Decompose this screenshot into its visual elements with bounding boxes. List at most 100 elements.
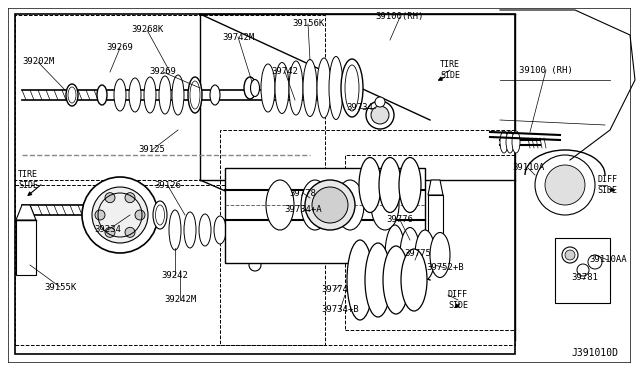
Ellipse shape	[199, 214, 211, 246]
Ellipse shape	[371, 180, 399, 230]
Ellipse shape	[153, 201, 167, 229]
Ellipse shape	[156, 205, 164, 225]
Ellipse shape	[114, 79, 126, 111]
Circle shape	[535, 155, 595, 215]
Ellipse shape	[144, 77, 156, 113]
Ellipse shape	[129, 78, 141, 112]
Text: 39269: 39269	[107, 44, 133, 52]
Ellipse shape	[97, 85, 107, 105]
Text: TIRE
SIDE: TIRE SIDE	[440, 60, 460, 80]
Ellipse shape	[275, 62, 289, 113]
Text: 39110A: 39110A	[512, 164, 544, 173]
Ellipse shape	[303, 60, 317, 116]
Polygon shape	[16, 205, 36, 220]
Ellipse shape	[336, 180, 364, 230]
Ellipse shape	[66, 84, 78, 106]
Circle shape	[240, 243, 250, 253]
Ellipse shape	[506, 131, 514, 153]
Text: 39775: 39775	[404, 248, 431, 257]
Circle shape	[371, 106, 389, 124]
Bar	[15, 180, 325, 345]
Ellipse shape	[400, 228, 420, 282]
Ellipse shape	[385, 225, 405, 285]
Ellipse shape	[379, 157, 401, 212]
Circle shape	[105, 193, 115, 203]
Polygon shape	[428, 180, 443, 195]
Circle shape	[312, 187, 348, 223]
Circle shape	[135, 210, 145, 220]
Ellipse shape	[512, 131, 520, 153]
Ellipse shape	[430, 232, 450, 278]
Text: 39778: 39778	[289, 189, 316, 198]
Circle shape	[125, 227, 135, 237]
Ellipse shape	[169, 210, 181, 250]
Ellipse shape	[341, 59, 363, 117]
Text: 39268K: 39268K	[131, 26, 163, 35]
Text: 39155K: 39155K	[44, 282, 76, 292]
Bar	[15, 15, 325, 185]
Bar	[16, 220, 36, 275]
Ellipse shape	[399, 157, 421, 212]
Bar	[225, 168, 425, 263]
Ellipse shape	[329, 57, 343, 119]
Ellipse shape	[244, 77, 256, 99]
Ellipse shape	[214, 216, 226, 244]
Circle shape	[125, 193, 135, 203]
Text: 39126: 39126	[155, 182, 181, 190]
Ellipse shape	[345, 65, 359, 111]
Ellipse shape	[347, 240, 373, 320]
Text: 39781: 39781	[572, 273, 598, 282]
Text: 39752+B: 39752+B	[426, 263, 464, 273]
Text: 39742M: 39742M	[222, 32, 254, 42]
Circle shape	[105, 227, 115, 237]
Ellipse shape	[172, 75, 184, 115]
Text: 39125: 39125	[139, 145, 165, 154]
Bar	[555, 238, 610, 303]
Text: DIFF
SIDE: DIFF SIDE	[597, 175, 617, 195]
Ellipse shape	[210, 85, 220, 105]
Circle shape	[562, 247, 578, 263]
Circle shape	[249, 259, 261, 271]
Ellipse shape	[184, 212, 196, 248]
Ellipse shape	[261, 64, 275, 112]
Text: 39156K: 39156K	[292, 19, 324, 29]
Text: 39774: 39774	[321, 285, 348, 295]
Text: DIFF
SIDE: DIFF SIDE	[448, 290, 468, 310]
Ellipse shape	[359, 157, 381, 212]
Circle shape	[82, 177, 158, 253]
Ellipse shape	[190, 81, 200, 109]
Ellipse shape	[188, 77, 202, 113]
Circle shape	[237, 240, 253, 256]
Circle shape	[305, 180, 355, 230]
Circle shape	[366, 101, 394, 129]
Circle shape	[577, 264, 589, 276]
Text: 39734: 39734	[347, 103, 373, 112]
Text: 39242M: 39242M	[164, 295, 196, 305]
Bar	[15, 14, 515, 354]
Ellipse shape	[68, 87, 76, 103]
Ellipse shape	[401, 249, 427, 311]
Text: 39734+B: 39734+B	[321, 305, 359, 314]
Bar	[428, 195, 443, 247]
Ellipse shape	[365, 243, 391, 317]
Circle shape	[565, 250, 575, 260]
Text: 39242: 39242	[161, 270, 188, 279]
Ellipse shape	[301, 180, 329, 230]
Ellipse shape	[250, 80, 259, 96]
Ellipse shape	[266, 180, 294, 230]
Ellipse shape	[317, 58, 331, 118]
Ellipse shape	[383, 246, 409, 314]
Text: 39734+A: 39734+A	[284, 205, 322, 215]
Ellipse shape	[159, 76, 171, 114]
Text: 39100(RH): 39100(RH)	[376, 13, 424, 22]
Text: 39269: 39269	[150, 67, 177, 77]
Text: J391010D: J391010D	[572, 348, 618, 358]
Circle shape	[375, 97, 385, 107]
Text: 39110AA: 39110AA	[589, 256, 627, 264]
Circle shape	[545, 165, 585, 205]
Text: 39234: 39234	[95, 225, 122, 234]
Bar	[220, 130, 515, 345]
Text: 39776: 39776	[387, 215, 413, 224]
Circle shape	[95, 210, 105, 220]
Text: 39202M: 39202M	[22, 58, 54, 67]
